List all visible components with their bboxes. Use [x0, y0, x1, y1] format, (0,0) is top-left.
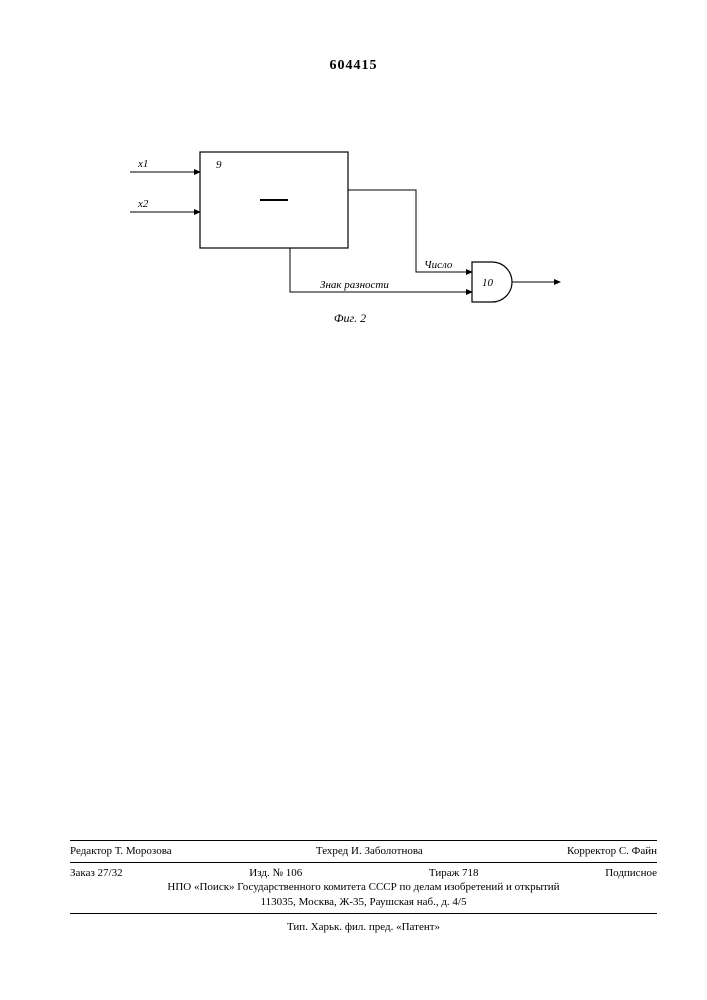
input-x1-label: x1 — [137, 158, 148, 170]
footer-print-info: Заказ 27/32 Изд. № 106 Тираж 718 Подписн… — [70, 866, 657, 881]
figure-caption: Фиг. 2 — [334, 311, 366, 325]
number-wire — [348, 190, 472, 272]
footer-credits: Редактор Т. Морозова Техред И. Заболотно… — [70, 844, 657, 859]
gate-label: 10 — [482, 277, 494, 289]
circuit-diagram: 9 x1 x2 Число Знак разности 10 Фиг. 2 — [120, 140, 580, 360]
tech-editor: Техред И. Заболотнова — [316, 844, 423, 859]
number-label: Число — [424, 259, 453, 271]
tirazh: Тираж 718 — [429, 866, 479, 881]
order-no: Заказ 27/32 — [70, 866, 123, 881]
publisher-org: НПО «Поиск» Государственного комитета СС… — [70, 880, 657, 895]
subscription: Подписное — [605, 866, 657, 881]
editor: Редактор Т. Морозова — [70, 844, 172, 859]
footer-block: Редактор Т. Морозова Техред И. Заболотно… — [70, 837, 657, 935]
publisher-address: 113035, Москва, Ж-35, Раушская наб., д. … — [70, 895, 657, 910]
input-x2-label: x2 — [137, 198, 149, 210]
printer-info: Тип. Харьк. фил. пред. «Патент» — [70, 920, 657, 935]
page-number: 604415 — [0, 58, 707, 74]
izd-no: Изд. № 106 — [249, 866, 302, 881]
corrector: Корректор С. Файн — [567, 844, 657, 859]
sign-label: Знак разности — [320, 279, 389, 291]
block-label: 9 — [216, 159, 222, 171]
